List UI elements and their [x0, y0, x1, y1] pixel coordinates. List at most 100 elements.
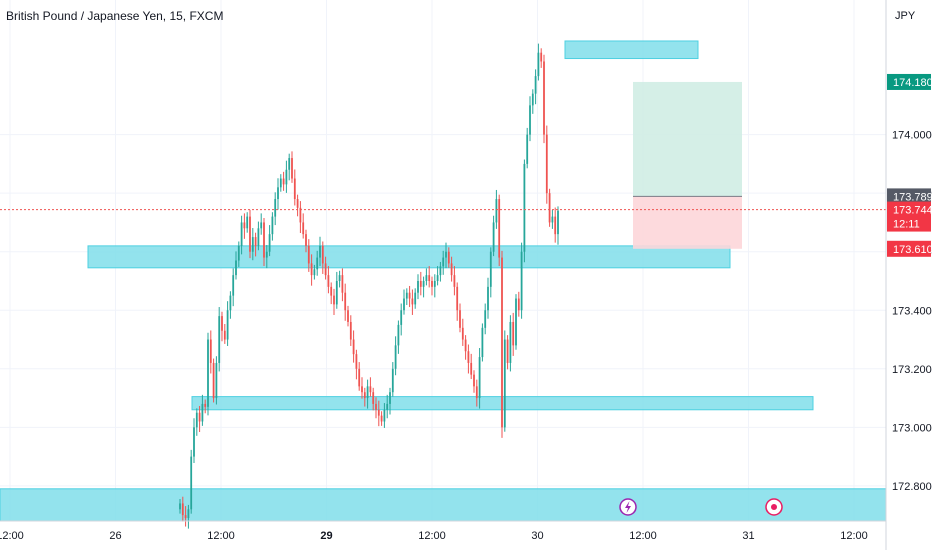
currency-label[interactable]: JPY — [895, 10, 916, 22]
candle-body — [400, 310, 403, 325]
candle-body — [503, 339, 506, 428]
zone-rect[interactable] — [87, 245, 731, 269]
candle-body — [193, 427, 195, 457]
long-position-tool[interactable] — [633, 81, 742, 249]
candle-body — [229, 295, 232, 311]
candle-body — [450, 263, 453, 276]
candle-body — [218, 316, 221, 363]
candle-body — [548, 193, 551, 223]
candle-body — [391, 368, 394, 393]
candle-body — [456, 286, 459, 311]
x-tick-label: 12:00 — [418, 530, 446, 542]
candle-body — [543, 61, 545, 135]
candle-body — [204, 403, 207, 407]
x-tick-label: 29 — [320, 530, 332, 542]
candle-body — [296, 199, 299, 208]
price-badge — [887, 240, 931, 257]
candle-body — [293, 178, 296, 200]
candle-body — [540, 52, 543, 62]
candle-body — [207, 339, 209, 407]
candle-body — [291, 158, 293, 179]
x-tick-label: 31 — [742, 530, 754, 542]
candle-body — [481, 327, 484, 358]
candle-body — [341, 275, 344, 293]
candle-body — [335, 280, 338, 305]
candle-body — [461, 327, 464, 340]
price-badges: 174.180 173.789 173.744 12:11 173.610 — [887, 73, 932, 257]
candle-body — [439, 266, 442, 276]
candle-body — [201, 403, 204, 422]
candle-body — [372, 392, 375, 404]
symbol-title[interactable]: British Pound / Japanese Yen, 15, FXCM — [6, 9, 223, 23]
candle-body — [475, 386, 478, 399]
candle-body — [237, 245, 240, 261]
candle-body — [310, 263, 313, 276]
candle-body — [447, 251, 450, 264]
candle-body — [517, 298, 520, 311]
candle-body — [380, 415, 383, 422]
candle-body — [484, 310, 487, 328]
candle-body — [405, 292, 408, 299]
candle-body — [453, 275, 456, 287]
candle-body — [419, 280, 422, 287]
candle-body — [515, 298, 517, 346]
candle-body — [195, 412, 198, 428]
candle-body — [397, 324, 400, 346]
candle-body — [403, 298, 405, 311]
candle-body — [534, 76, 537, 94]
candle-body — [389, 392, 391, 404]
candle-body — [333, 295, 335, 305]
zone-rect[interactable] — [0, 488, 887, 522]
lightning-icon[interactable] — [619, 498, 637, 516]
candle-body — [223, 330, 226, 340]
candle-body — [299, 207, 302, 223]
candle-body — [377, 409, 380, 416]
y-tick-label: 173.400 — [892, 305, 932, 317]
candle-body — [349, 321, 352, 340]
candle-body — [249, 216, 251, 252]
price-badge-label: 173.789 — [893, 191, 932, 203]
candle-body — [179, 503, 181, 510]
record-dot-icon[interactable] — [765, 498, 783, 516]
candle-body — [355, 354, 358, 369]
candle-body — [215, 362, 218, 399]
zone-rect[interactable] — [564, 40, 699, 60]
candle-body — [545, 134, 548, 194]
candle-body — [414, 292, 417, 305]
candle-body — [221, 316, 223, 331]
candle-body — [344, 292, 347, 311]
candle-body — [386, 403, 389, 410]
candle-body — [383, 409, 386, 422]
candle-body — [232, 275, 235, 296]
candle-body — [190, 456, 193, 510]
take-profit-area[interactable] — [633, 81, 742, 197]
time-axis[interactable]: 12:00 26 12:00 29 12:00 30 12:00 31 12:00 — [0, 530, 868, 542]
candle-body — [442, 257, 445, 267]
candle-body — [506, 339, 509, 363]
candle-body — [375, 403, 377, 410]
candle-body — [531, 93, 534, 106]
stop-loss-area[interactable] — [633, 196, 742, 249]
candle-body — [288, 158, 291, 170]
candle-body — [459, 310, 461, 328]
candle-body — [551, 216, 554, 223]
x-tick-label: 12:00 — [629, 530, 657, 542]
candle-body — [209, 339, 212, 363]
candle-body — [226, 310, 229, 340]
candle-body — [302, 222, 305, 235]
candle-body — [338, 275, 341, 281]
candle-body — [324, 263, 327, 276]
candle-body — [478, 357, 481, 399]
price-badge-label: 174.180 — [893, 77, 932, 89]
candle-body — [198, 412, 201, 422]
candle-body — [554, 216, 557, 235]
candle-body — [319, 245, 321, 258]
candle-body — [512, 321, 515, 346]
candle-body — [436, 275, 439, 281]
candle-body — [467, 351, 470, 363]
candle-body — [557, 210, 559, 235]
candle-body — [279, 178, 282, 188]
candle-body — [526, 134, 529, 164]
candle-body — [417, 280, 419, 293]
